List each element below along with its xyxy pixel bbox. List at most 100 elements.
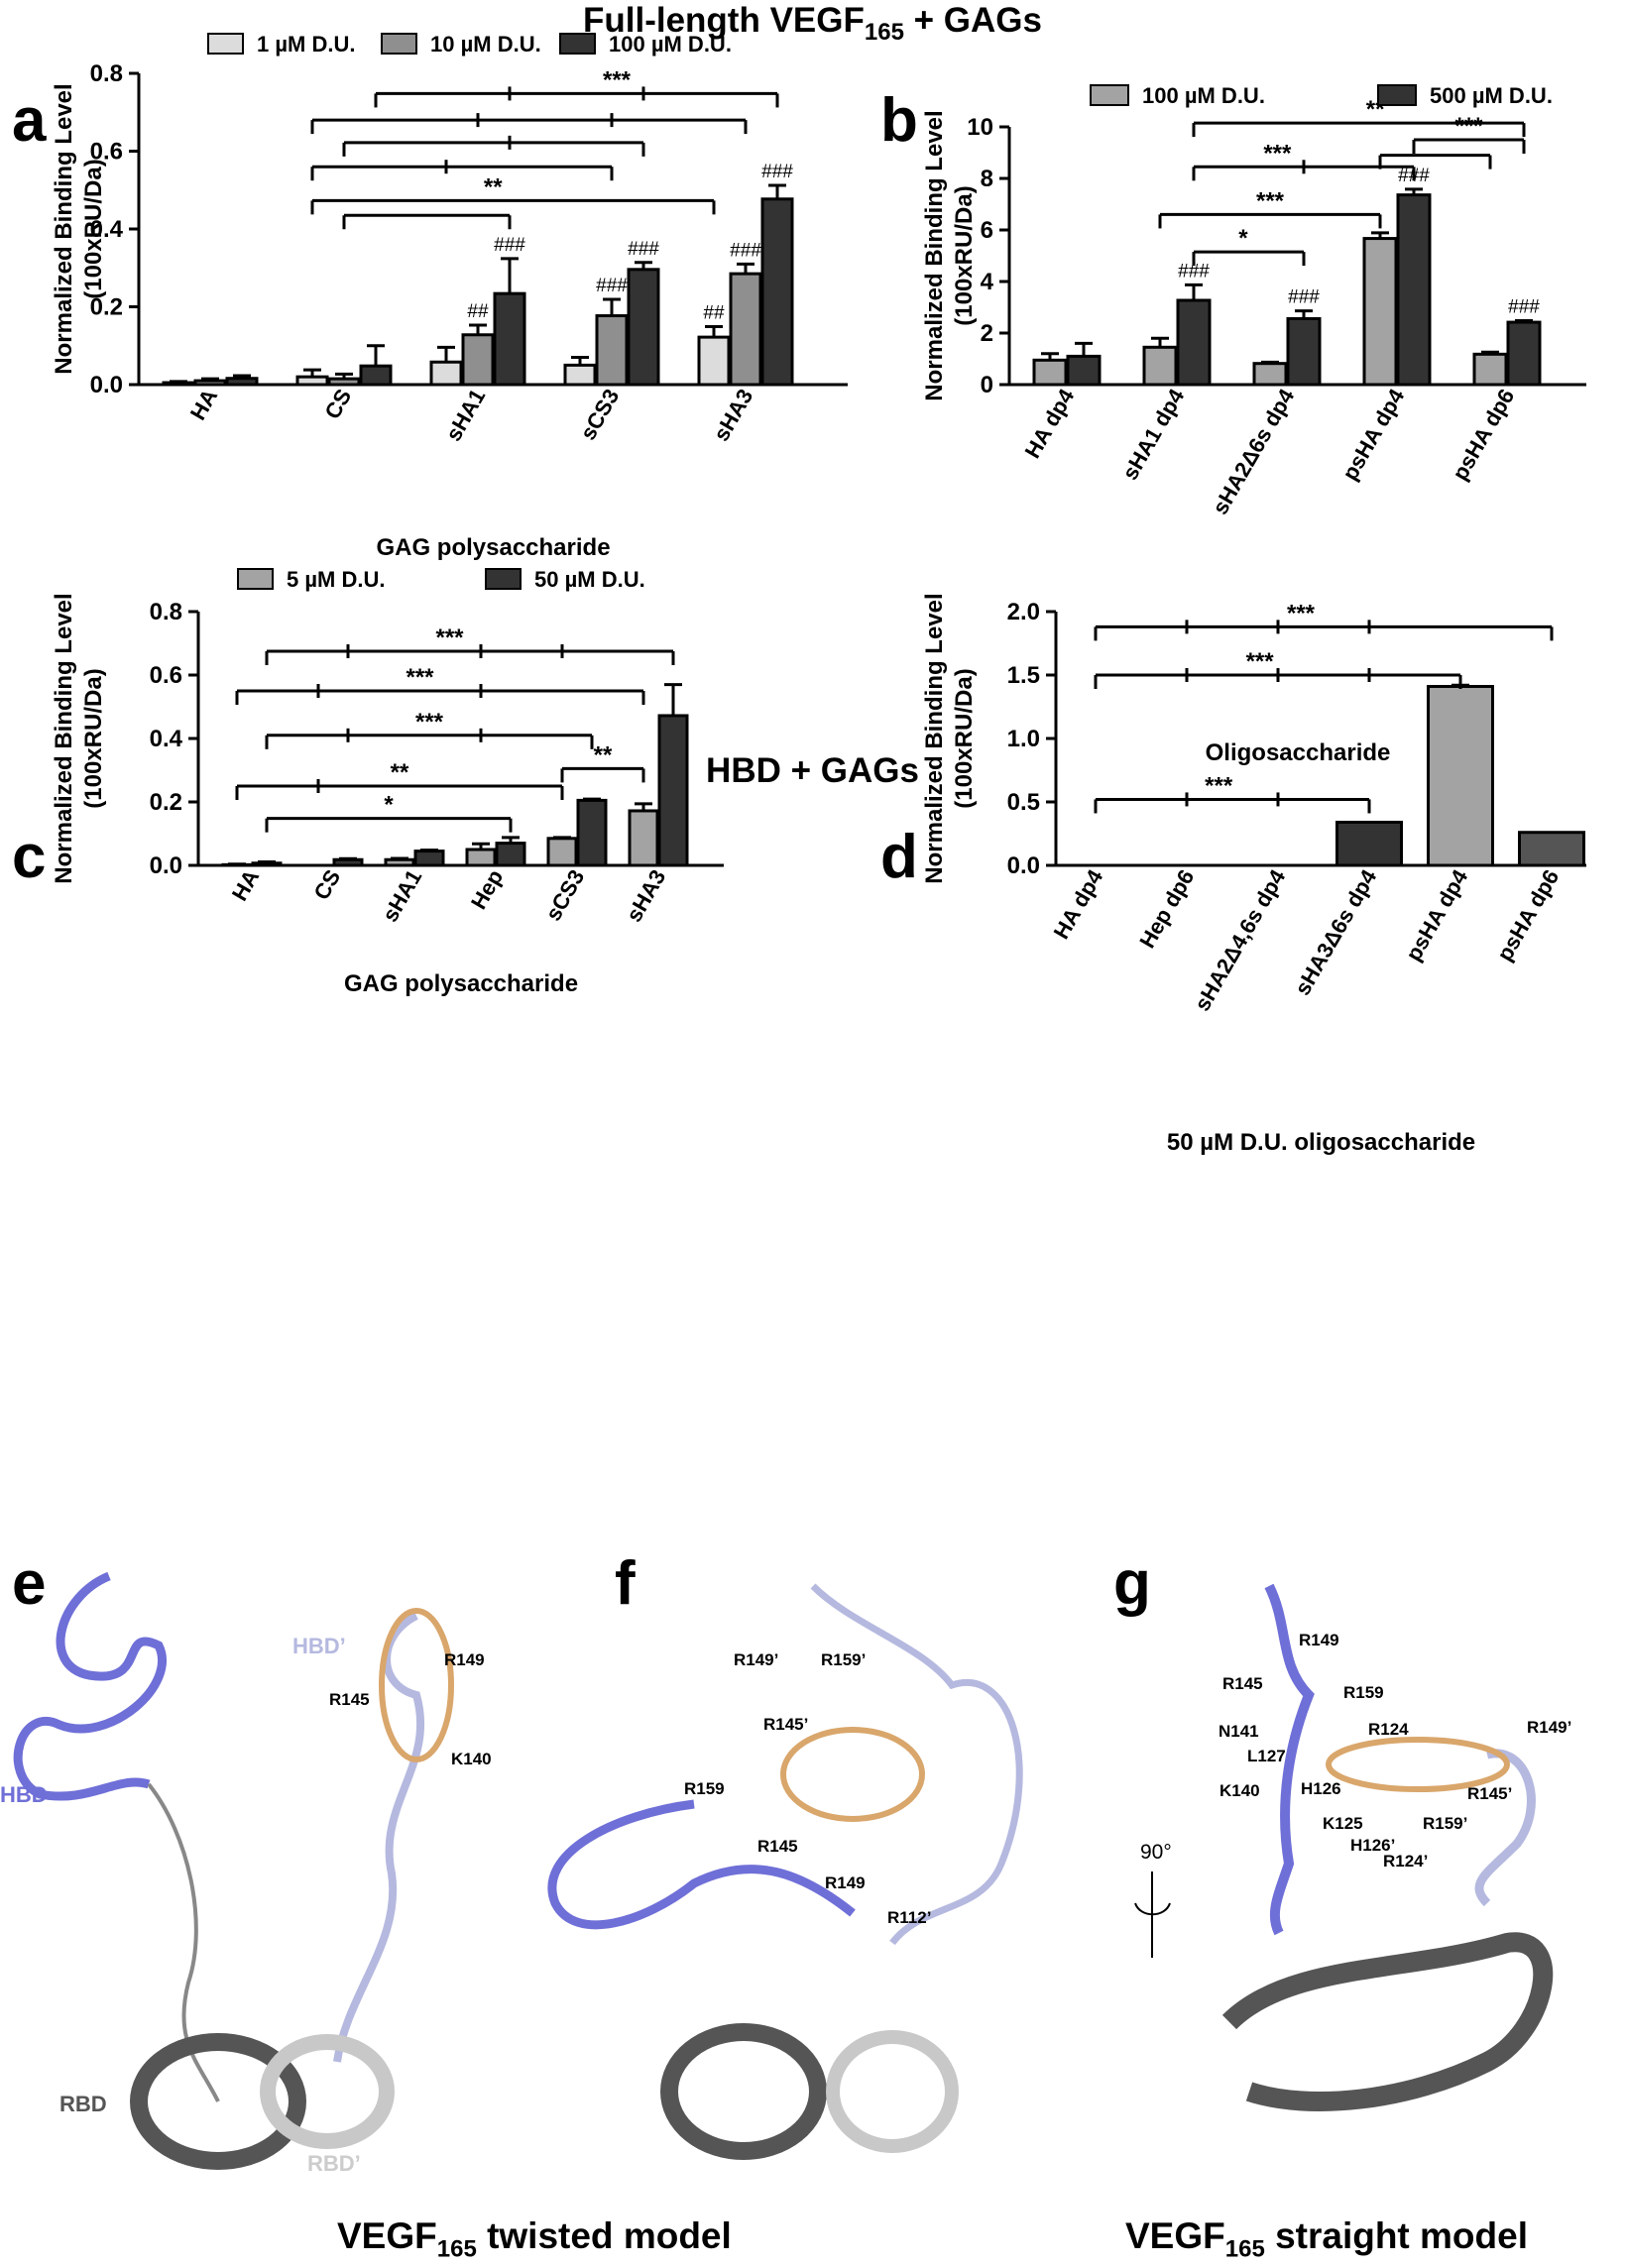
label-r145-e: R145 bbox=[329, 1690, 370, 1709]
bar-a bbox=[595, 314, 629, 387]
x-axis-label-c: GAG polysaccharide bbox=[344, 970, 578, 997]
y-axis-label-b: Normalized Binding Level bbox=[921, 110, 948, 400]
x-tick-label-b: sHA1 dp4 bbox=[1117, 384, 1190, 484]
x-tick-label-c: sCS3 bbox=[540, 865, 589, 925]
bar-a bbox=[563, 363, 597, 387]
x-tick-label-c: sHA3 bbox=[622, 865, 671, 926]
label-r149-g: R149 bbox=[1299, 1631, 1339, 1649]
y-tick-label-c: 0.6 bbox=[150, 662, 182, 689]
y-axis-label-d: Normalized Binding Level bbox=[921, 593, 948, 883]
y-tick-label-b: 4 bbox=[981, 269, 994, 295]
bar-b bbox=[1396, 193, 1432, 387]
bar-a bbox=[461, 333, 495, 387]
rotation-arrow-g bbox=[1134, 1902, 1171, 1916]
bar-a bbox=[729, 272, 762, 387]
bracket-label-c: *** bbox=[435, 624, 464, 651]
y-tick-label-b: 6 bbox=[981, 217, 993, 244]
legend-label-c: 50 µM D.U. bbox=[534, 567, 645, 592]
y-tick-label-d: 0.5 bbox=[1007, 789, 1040, 816]
chart-panel-b: 0 2 4 6 8 10 Normalized Binding Level (100xRU/D… bbox=[921, 83, 1586, 766]
x-axis-label-d: 50 µM D.U. oligosaccharide bbox=[1167, 1129, 1475, 1156]
bar-c bbox=[384, 857, 415, 867]
significance-mark-a: ### bbox=[730, 240, 761, 261]
straight-post: straight model bbox=[1264, 2215, 1528, 2256]
bar-a bbox=[697, 335, 731, 387]
x-tick-label-d: Hep dp6 bbox=[1134, 865, 1199, 953]
label-rbd-prime-e: RBD’ bbox=[307, 2151, 361, 2176]
y-axis-label2-a: (100xRU/Da) bbox=[80, 159, 107, 298]
straight-pre: VEGF bbox=[1125, 2215, 1225, 2256]
y-axis-label-a: Normalized Binding Level bbox=[51, 83, 77, 374]
bar-b bbox=[1142, 345, 1178, 387]
bar-b bbox=[1252, 362, 1288, 387]
x-tick-label-c: HA bbox=[227, 865, 265, 905]
bracket-label-d: *** bbox=[1205, 772, 1233, 799]
bar-a bbox=[327, 377, 361, 387]
bar-d bbox=[1335, 820, 1403, 867]
label-hbd-e: HBD bbox=[0, 1782, 48, 1807]
bracket-label-c: ** bbox=[391, 759, 409, 786]
label-r149-e: R149 bbox=[444, 1650, 485, 1669]
rbd-prime-e bbox=[260, 2034, 395, 2149]
bar-b bbox=[1066, 354, 1102, 387]
label-r124-g: R124 bbox=[1368, 1720, 1409, 1739]
bracket-label-d: *** bbox=[1246, 648, 1275, 675]
significance-mark-b: ### bbox=[1178, 261, 1210, 282]
bar-a bbox=[760, 197, 794, 387]
label-l127-g: L127 bbox=[1247, 1747, 1286, 1765]
legend-swatch-a bbox=[559, 33, 596, 55]
bar-c bbox=[628, 809, 659, 867]
hbd-ribbon-f bbox=[547, 1799, 856, 1930]
straight-sub: 165 bbox=[1224, 2235, 1265, 2263]
bar-a bbox=[429, 360, 463, 387]
hbd-ribbon-g bbox=[1264, 1583, 1315, 1936]
y-tick-label-d: 1.0 bbox=[1007, 726, 1040, 752]
chart-panel-c: 0.0 0.2 0.4 0.6 0.8 Normalized Binding Level(… bbox=[51, 567, 724, 997]
label-h126-g: H126 bbox=[1301, 1779, 1341, 1798]
legend-label-b: 500 µM D.U. bbox=[1430, 83, 1553, 108]
ligand-e bbox=[379, 1608, 454, 1762]
x-tick-label-a: HA bbox=[185, 385, 223, 424]
legend-swatch-a bbox=[207, 33, 244, 55]
x-tick-label-a: sHA3 bbox=[709, 385, 758, 445]
structure-f: R149’ R159’ R145’ R159 R145 R149 R112’ bbox=[547, 1583, 1023, 2160]
label-h126p-g: H126’ bbox=[1350, 1836, 1395, 1855]
x-tick-label-a: sHA1 bbox=[441, 385, 491, 445]
x-tick-label-b: HA dp4 bbox=[1020, 384, 1080, 462]
twisted-model-heading: VEGF165 twisted model bbox=[337, 2215, 732, 2263]
label-rotation-g: 90° bbox=[1140, 1841, 1172, 1864]
label-r112p-f: R112’ bbox=[887, 1908, 931, 1927]
bar-a bbox=[225, 377, 259, 387]
y-tick-label-c: 0.8 bbox=[150, 599, 182, 625]
label-r145-f: R145 bbox=[757, 1837, 798, 1856]
bar-b bbox=[1506, 320, 1542, 387]
bar-c bbox=[576, 798, 608, 867]
y-tick-label-c: 0.2 bbox=[150, 789, 182, 816]
hbd-prime-ribbon-e bbox=[333, 1612, 425, 2063]
top-heading-sub: 165 bbox=[864, 19, 904, 46]
bar-c bbox=[413, 850, 445, 867]
legend-swatch-c bbox=[237, 568, 274, 590]
legend-swatch-c bbox=[485, 568, 522, 590]
bar-c bbox=[332, 857, 364, 867]
bracket-label-c: *** bbox=[415, 709, 444, 736]
twisted-sub: 165 bbox=[436, 2235, 477, 2263]
label-r145p-g: R145’ bbox=[1467, 1784, 1512, 1803]
label-rbd-e: RBD bbox=[59, 2092, 107, 2116]
legend-label-a: 100 µM D.U. bbox=[609, 32, 732, 57]
x-tick-label-c: Hep bbox=[466, 865, 508, 913]
significance-mark-a: ### bbox=[628, 239, 659, 260]
legend-label-b: 100 µM D.U. bbox=[1142, 83, 1265, 108]
panel-letter-f: f bbox=[615, 1549, 636, 1618]
bar-a bbox=[295, 375, 329, 387]
y-axis-label-c: Normalized Binding Level bbox=[51, 593, 77, 883]
legend-label-a: 1 µM D.U. bbox=[257, 32, 355, 57]
bar-c bbox=[251, 861, 283, 867]
panel-letter-g: g bbox=[1113, 1549, 1151, 1618]
bar-a bbox=[193, 379, 227, 387]
mid-heading: HBD + GAGs bbox=[706, 751, 919, 790]
y-tick-label-d: 2.0 bbox=[1007, 599, 1040, 625]
bar-b bbox=[1032, 358, 1068, 387]
ligand-g bbox=[1326, 1737, 1510, 1792]
